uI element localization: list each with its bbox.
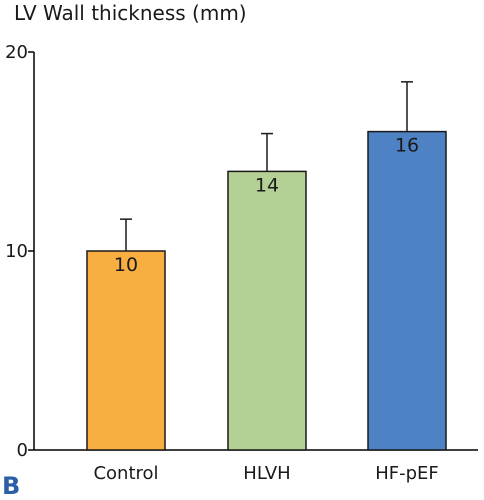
bar-value-label: 14: [255, 174, 279, 196]
bar-control: [86, 250, 166, 451]
x-category-label: Control: [93, 463, 158, 484]
y-tick-label: 10: [5, 241, 28, 262]
x-category-label: HF-pEF: [375, 463, 439, 484]
chart-bars: [86, 81, 447, 451]
bar-value-label: 10: [114, 254, 138, 276]
bar-hlvh: [227, 170, 307, 451]
panel-label: B: [2, 472, 20, 500]
chart-labels: 10 Control 14 HLVH 16 HF-pEF: [93, 135, 438, 484]
y-tick-label: 20: [5, 42, 28, 63]
x-category-label: HLVH: [243, 463, 290, 484]
y-tick-label: 0: [17, 440, 28, 461]
bar-value-label: 16: [395, 135, 419, 157]
bar-hf-pef: [367, 130, 447, 451]
chart-title: LV Wall thickness (mm): [14, 1, 247, 25]
